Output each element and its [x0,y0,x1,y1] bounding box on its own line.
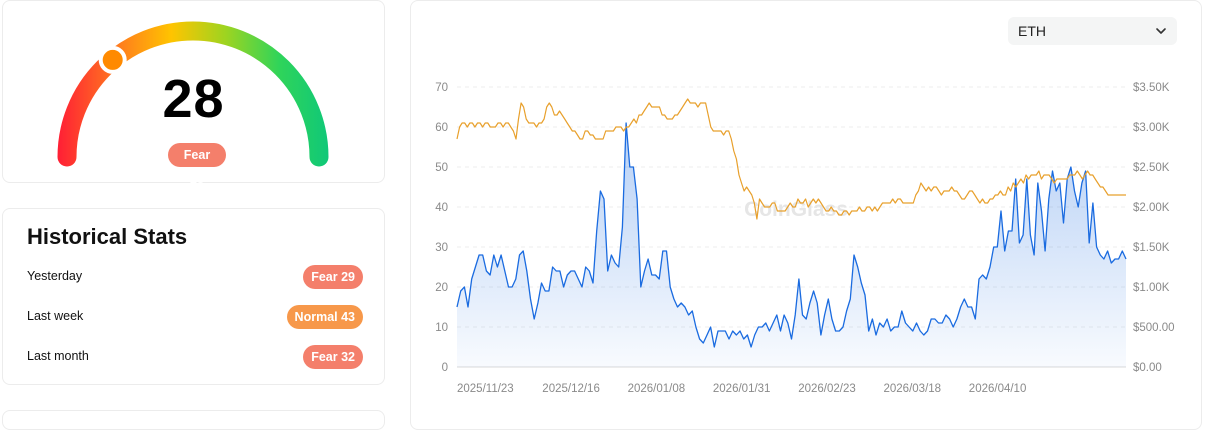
y-left-tick-label: 70 [435,82,448,94]
stat-badge: Fear 32 [303,345,363,369]
stat-badge: Normal 43 [286,305,363,329]
y-left-tick-label: 10 [435,322,448,334]
x-tick-label: 2026/04/10 [969,383,1027,395]
stat-label: Yesterday [27,269,83,283]
index-line [456,122,1127,348]
gauge-status-badge: Fear 28 [168,143,226,186]
gauge-value: 28 [162,69,225,129]
x-tick-label: 2026/01/08 [628,383,686,395]
y-left-tick-label: 0 [442,362,448,374]
asset-select-value: ETH [1018,23,1046,39]
y-right-tick-label: $500.00 [1133,322,1175,334]
gauge-pointer [98,45,127,74]
historical-stats-card: Historical Stats Yesterday Fear 29 Last … [2,208,385,385]
y-left-tick-label: 60 [435,122,448,134]
price-line [456,98,1126,220]
fear-greed-gauge-card: 28 Fear 28 [2,0,385,186]
y-right-tick-label: $3.50K [1133,82,1170,94]
y-right-tick-label: $1.50K [1133,242,1170,254]
x-tick-label: 2026/01/31 [713,383,771,395]
stat-label: Last month [27,349,89,363]
asset-select[interactable]: ETH [1008,17,1177,45]
y-right-tick-label: $2.00K [1133,202,1170,214]
x-tick-label: 2026/02/23 [798,383,856,395]
stat-row-last-month: Last month Fear 32 [27,345,363,369]
stat-badge: Fear 29 [303,265,363,289]
x-tick-label: 2025/11/23 [457,383,514,395]
x-tick-label: 2025/12/16 [542,383,600,395]
y-left-tick-label: 50 [435,162,448,174]
fear-greed-price-chart: CoinGlass 010203040506070$0.00$500.00$1.… [435,82,1175,395]
y-right-tick-label: $2.50K [1133,162,1170,174]
y-left-tick-label: 20 [435,282,448,294]
y-right-tick-label: $0.00 [1133,362,1162,374]
chart-card: ETH CoinGlass 0 10 20 30 40 50 60 70 $0.00 $500.0… [410,0,1202,430]
y-right-tick-label: $3.00K [1133,122,1170,134]
y-left-tick-label: 30 [435,242,448,254]
stat-label: Last week [27,309,84,323]
chevron-down-icon [1156,28,1166,34]
index-area [457,123,1126,367]
next-card [2,410,385,430]
y-left-tick-label: 40 [435,202,448,214]
x-tick-label: 2026/03/18 [884,383,942,395]
stat-row-last-week: Last week Normal 43 [27,305,363,329]
stats-title: Historical Stats [27,224,188,249]
y-right-tick-label: $1.00K [1133,282,1170,294]
gauge-arc [57,21,329,167]
stat-row-yesterday: Yesterday Fear 29 [27,265,363,289]
